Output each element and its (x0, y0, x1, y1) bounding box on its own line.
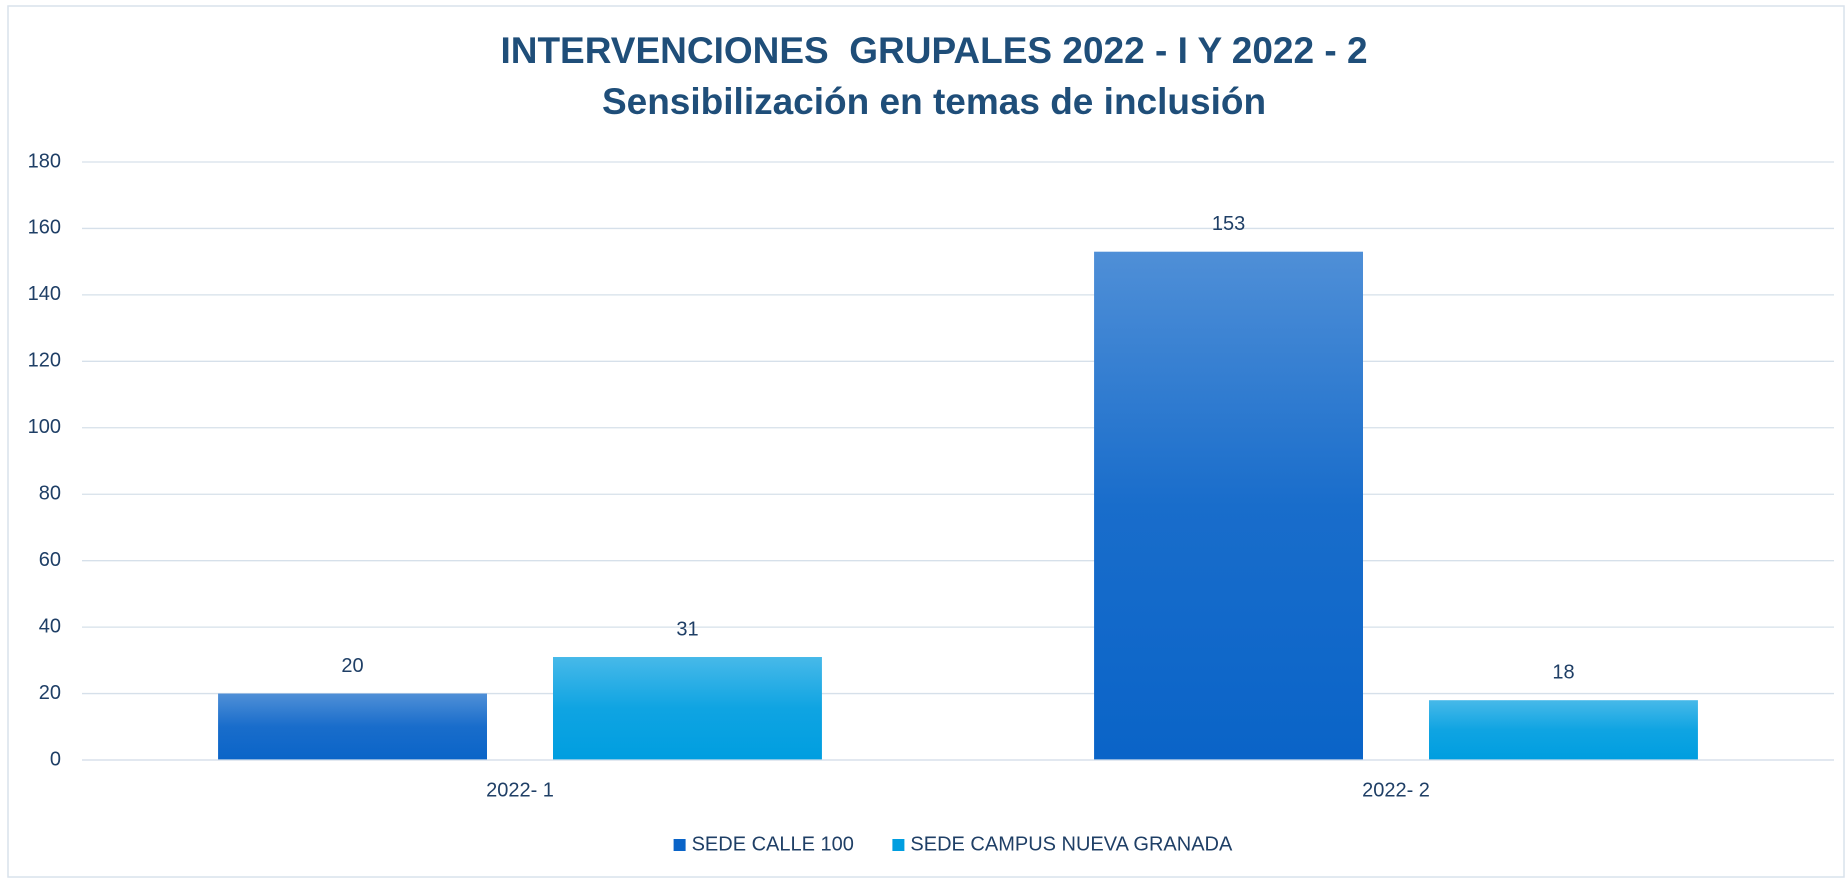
chart-subtitle: Sensibilización en temas de inclusión (602, 81, 1266, 122)
bar (1429, 700, 1698, 760)
x-tick-label: 2022- 1 (486, 779, 554, 801)
y-tick-label: 140 (28, 283, 61, 305)
y-tick-label: 160 (28, 217, 61, 239)
legend-label: SEDE CAMPUS NUEVA GRANADA (910, 833, 1233, 855)
y-tick-label: 40 (39, 615, 61, 637)
chart-title: INTERVENCIONES GRUPALES 2022 - I Y 2022 … (500, 30, 1367, 71)
data-label: 18 (1552, 661, 1574, 683)
legend-swatch (892, 839, 905, 851)
y-tick-label: 60 (39, 549, 61, 571)
x-tick-label: 2022- 2 (1362, 779, 1430, 801)
y-tick-label: 0 (50, 748, 61, 770)
bar (1094, 251, 1363, 760)
y-tick-label: 180 (28, 150, 61, 172)
legend-label: SEDE CALLE 100 (692, 833, 854, 855)
bar (553, 657, 822, 760)
y-tick-label: 80 (39, 483, 61, 505)
y-tick-label: 20 (39, 682, 61, 704)
data-label: 20 (341, 655, 363, 677)
data-label: 31 (676, 618, 698, 640)
y-tick-label: 120 (28, 350, 61, 372)
bar (218, 693, 487, 760)
y-tick-label: 100 (28, 416, 61, 438)
legend-swatch (673, 839, 686, 851)
data-label: 153 (1212, 213, 1245, 235)
